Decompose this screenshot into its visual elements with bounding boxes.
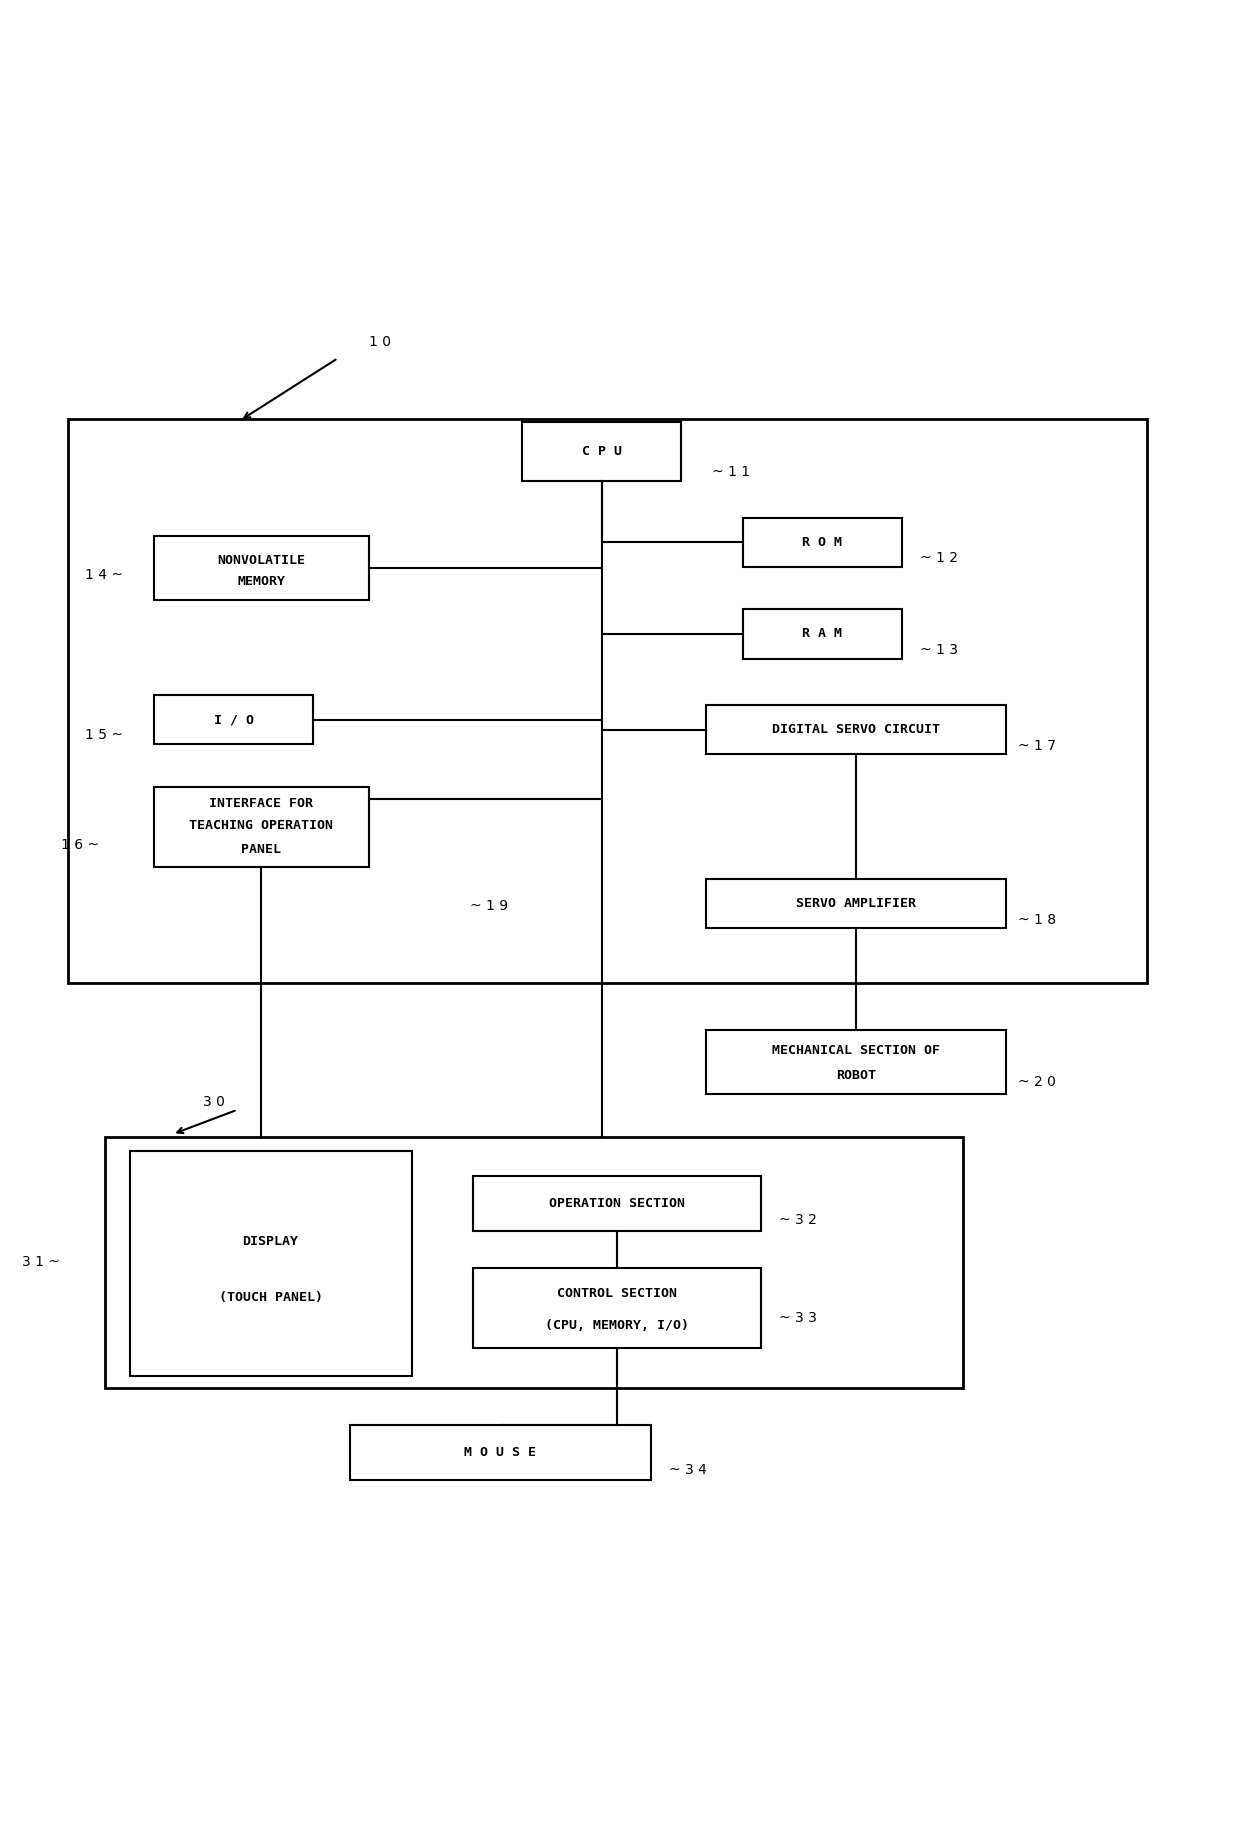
Text: ~ 3 2: ~ 3 2 xyxy=(780,1213,817,1227)
Text: (CPU, MEMORY, I/O): (CPU, MEMORY, I/O) xyxy=(544,1319,689,1332)
Text: I / O: I / O xyxy=(213,713,254,725)
Text: (TOUCH PANEL): (TOUCH PANEL) xyxy=(218,1292,322,1304)
Text: DIGITAL SERVO CIRCUIT: DIGITAL SERVO CIRCUIT xyxy=(773,724,940,736)
Text: R O M: R O M xyxy=(802,535,842,548)
Bar xyxy=(743,610,901,658)
Bar xyxy=(706,705,1006,755)
Bar xyxy=(350,1425,651,1480)
Text: ~ 3 3: ~ 3 3 xyxy=(780,1312,817,1325)
Text: CONTROL SECTION: CONTROL SECTION xyxy=(557,1286,677,1301)
Bar xyxy=(154,696,314,744)
Text: ~ 1 7: ~ 1 7 xyxy=(1018,738,1056,753)
Text: 1 6 ~: 1 6 ~ xyxy=(61,837,99,852)
Text: ~ 1 3: ~ 1 3 xyxy=(920,643,959,658)
Text: ~ 1 9: ~ 1 9 xyxy=(470,900,508,912)
Text: ~ 1 8: ~ 1 8 xyxy=(1018,912,1056,927)
Text: 1 0: 1 0 xyxy=(368,335,391,350)
Text: ROBOT: ROBOT xyxy=(836,1070,875,1083)
Text: 1 4 ~: 1 4 ~ xyxy=(86,568,124,583)
Bar xyxy=(706,879,1006,929)
Text: MEMORY: MEMORY xyxy=(237,575,285,588)
Text: TEACHING OPERATION: TEACHING OPERATION xyxy=(190,819,334,832)
Text: 1 5 ~: 1 5 ~ xyxy=(86,727,124,742)
Text: NONVOLATILE: NONVOLATILE xyxy=(217,553,305,566)
Bar xyxy=(472,1176,761,1231)
Bar xyxy=(743,517,901,566)
Bar xyxy=(68,420,1147,984)
Text: MECHANICAL SECTION OF: MECHANICAL SECTION OF xyxy=(773,1044,940,1057)
Bar xyxy=(472,1268,761,1348)
Bar xyxy=(706,1030,1006,1094)
Text: SERVO AMPLIFIER: SERVO AMPLIFIER xyxy=(796,898,916,911)
Text: 3 1 ~: 3 1 ~ xyxy=(21,1255,60,1270)
Text: PANEL: PANEL xyxy=(242,843,281,856)
Text: ~ 1 2: ~ 1 2 xyxy=(920,551,959,564)
Text: C P U: C P U xyxy=(582,445,621,458)
Bar xyxy=(129,1152,412,1376)
Bar xyxy=(154,537,368,599)
Bar xyxy=(105,1136,963,1389)
Text: ~ 2 0: ~ 2 0 xyxy=(1018,1075,1056,1088)
Bar xyxy=(154,788,368,867)
Text: R A M: R A M xyxy=(802,628,842,641)
Text: INTERFACE FOR: INTERFACE FOR xyxy=(210,797,314,810)
Bar xyxy=(522,421,681,480)
Text: M O U S E: M O U S E xyxy=(465,1445,537,1458)
Text: ~ 1 1: ~ 1 1 xyxy=(712,465,750,480)
Text: OPERATION SECTION: OPERATION SECTION xyxy=(549,1196,684,1209)
Text: 3 0: 3 0 xyxy=(203,1096,224,1110)
Text: ~ 3 4: ~ 3 4 xyxy=(670,1464,707,1477)
Text: DISPLAY: DISPLAY xyxy=(243,1235,299,1248)
